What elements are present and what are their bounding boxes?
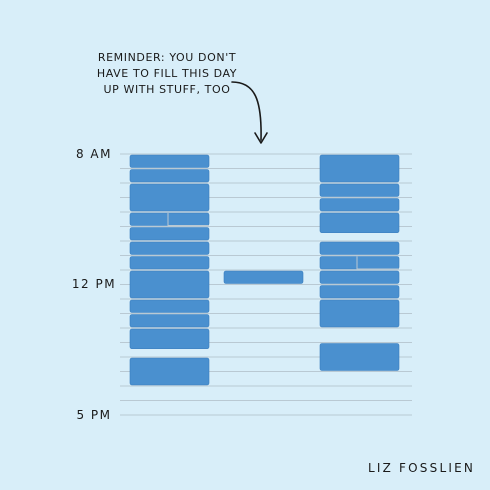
calendar-event[interactable] [129,357,210,386]
calendar-event[interactable] [319,198,400,212]
time-label-5pm: 5 PM [76,408,112,422]
reminder-line-1: REMINDER: YOU DON'T [97,51,237,64]
reminder-note: REMINDER: YOU DON'T HAVE TO FILL THIS DA… [92,50,242,98]
calendar-event[interactable] [129,183,210,212]
calendar-event[interactable] [129,256,210,270]
calendar-event[interactable] [129,227,210,241]
calendar-event[interactable] [129,212,210,226]
event-overlap-divider [356,256,399,270]
calendar-event[interactable] [129,241,210,255]
reminder-line-2: HAVE TO FILL THIS DAY [96,67,238,80]
calendar-event[interactable] [319,285,400,299]
calendar-event[interactable] [319,154,400,183]
calendar-event[interactable] [319,256,400,270]
calendar-event[interactable] [319,343,400,371]
calendar-event[interactable] [223,270,304,284]
calendar-event[interactable] [129,299,210,313]
artist-credit: LIZ FOSSLIEN [368,461,476,475]
calendar-event[interactable] [129,270,210,299]
calendar-event[interactable] [319,299,400,328]
time-label-8am: 8 AM [75,147,112,161]
calendar-event[interactable] [129,328,210,350]
event-overlap-divider [167,213,209,226]
calendar-event[interactable] [129,314,210,328]
time-label-12pm: 12 PM [71,277,117,291]
calendar-event[interactable] [319,212,400,234]
calendar-event[interactable] [319,241,400,255]
calendar-event[interactable] [319,183,400,197]
reminder-line-3: UP WITH STUFF, TOO [103,83,231,96]
calendar-event[interactable] [129,154,210,168]
calendar-event[interactable] [129,169,210,183]
calendar-event[interactable] [319,270,400,284]
